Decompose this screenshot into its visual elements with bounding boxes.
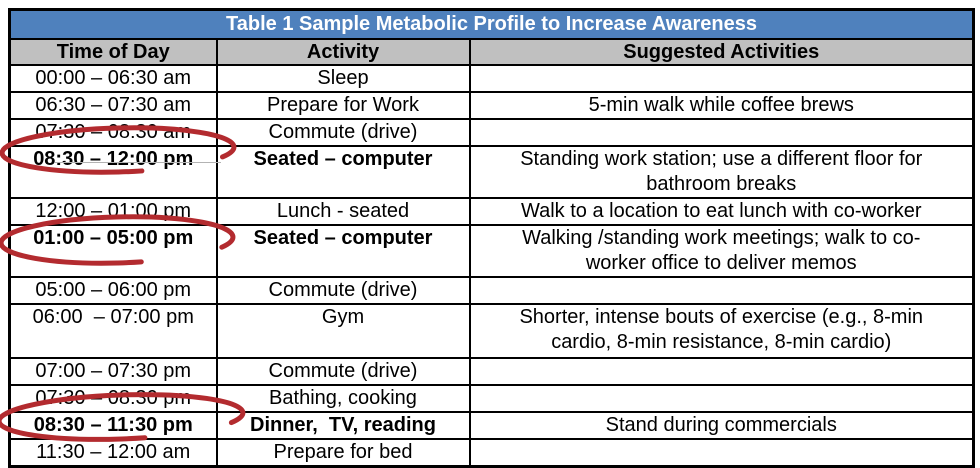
table-title: Table 1 Sample Metabolic Profile to Incr… [8,8,975,40]
time-cell: 11:30 – 12:00 am [8,438,218,468]
column-header-time-of-day: Time of Day [8,38,218,66]
table-row: 12:00 – 01:00 pm Lunch - seated Walk to … [8,197,975,226]
time-cell: 05:00 – 06:00 pm [8,276,218,305]
metabolic-profile-table: Table 1 Sample Metabolic Profile to Incr… [8,8,975,468]
activity-cell: Prepare for bed [215,438,471,468]
table-row: 05:00 – 06:00 pm Commute (drive) [8,276,975,305]
suggested-cell: Standing work station; use a different f… [468,145,975,199]
table-row: 07:00 – 07:30 pm Commute (drive) [8,357,975,386]
time-cell: 06:00 – 07:00 pm [8,303,218,359]
table-row: 07:30 – 08:30 am Commute (drive) [8,118,975,147]
time-cell: 06:30 – 07:30 am [8,91,218,120]
activity-cell: Commute (drive) [215,276,471,305]
suggested-cell [468,384,975,413]
suggested-cell: Shorter, intense bouts of exercise (e.g.… [468,303,975,359]
time-cell: 12:00 – 01:00 pm [8,197,218,226]
suggested-cell: Walk to a location to eat lunch with co-… [468,197,975,226]
suggested-cell [468,357,975,386]
table-row-circled: 08:30 – 12:00 pm Seated – computer Stand… [8,145,975,199]
time-cell: 08:30 – 11:30 pm [8,411,218,440]
table-row: 06:30 – 07:30 am Prepare for Work 5-min … [8,91,975,120]
table-row: 07:30 – 08:30 pm Bathing, cooking [8,384,975,413]
time-cell: 07:30 – 08:30 am [8,118,218,147]
column-header-row: Time of Day Activity Suggested Activitie… [8,38,975,66]
activity-cell: Bathing, cooking [215,384,471,413]
suggested-cell [468,438,975,468]
time-cell: 07:00 – 07:30 pm [8,357,218,386]
time-cell: 01:00 – 05:00 pm [8,224,218,278]
suggested-cell [468,64,975,93]
suggested-cell: 5-min walk while coffee brews [468,91,975,120]
table-row: 11:30 – 12:00 am Prepare for bed [8,438,975,468]
activity-cell: Dinner, TV, reading [215,411,471,440]
activity-cell: Sleep [215,64,471,93]
suggested-cell [468,276,975,305]
activity-cell: Seated – computer [215,224,471,278]
suggested-cell: Stand during commercials [468,411,975,440]
activity-cell: Seated – computer [215,145,471,199]
table-row: 00:00 – 06:30 am Sleep [8,64,975,93]
suggested-cell: Walking /standing work meetings; walk to… [468,224,975,278]
suggested-cell [468,118,975,147]
table-row-circled: 01:00 – 05:00 pm Seated – computer Walki… [8,224,975,278]
column-header-suggested-activities: Suggested Activities [468,38,975,66]
activity-cell: Lunch - seated [215,197,471,226]
table-row: 06:00 – 07:00 pm Gym Shorter, intense bo… [8,303,975,359]
table-title-row: Table 1 Sample Metabolic Profile to Incr… [8,8,975,40]
activity-cell: Commute (drive) [215,118,471,147]
time-cell: 08:30 – 12:00 pm [8,145,218,199]
activity-cell: Gym [215,303,471,359]
time-cell: 00:00 – 06:30 am [8,64,218,93]
column-header-activity: Activity [215,38,471,66]
activity-cell: Commute (drive) [215,357,471,386]
activity-cell: Prepare for Work [215,91,471,120]
time-cell: 07:30 – 08:30 pm [8,384,218,413]
table-row-circled: 08:30 – 11:30 pm Dinner, TV, reading Sta… [8,411,975,440]
